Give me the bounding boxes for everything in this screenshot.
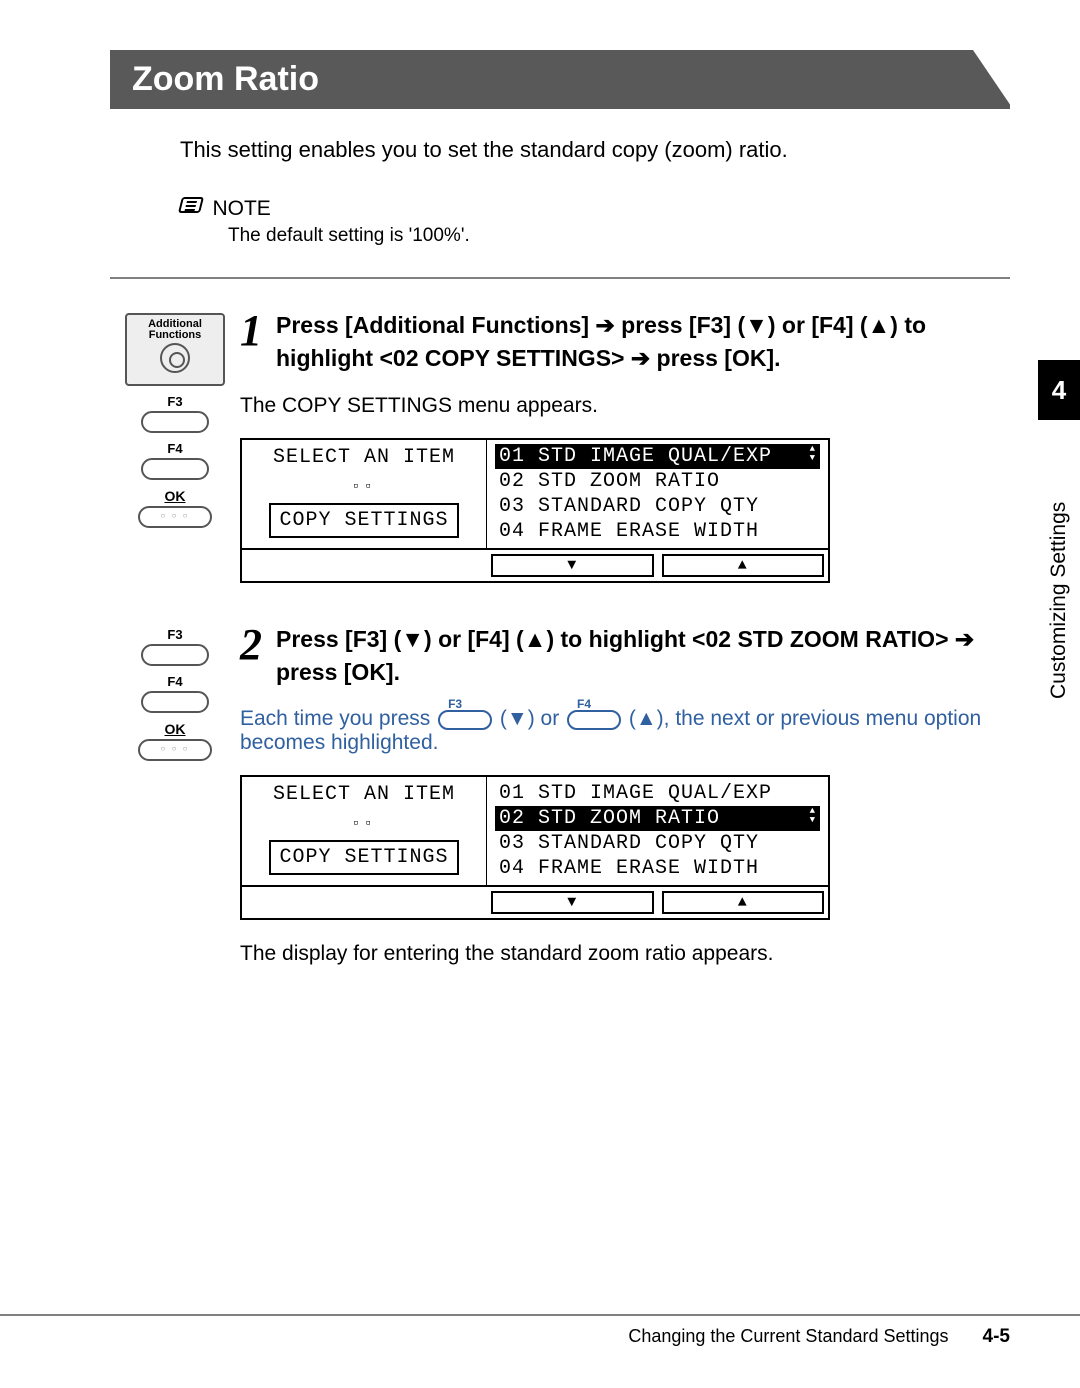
intro-text: This setting enables you to set the stan… <box>180 137 1010 163</box>
lcd-left-box: COPY SETTINGS <box>269 840 458 875</box>
note-text: The default setting is '100%'. <box>228 225 1010 247</box>
lcd-squares: ▫▫ <box>252 816 476 832</box>
step-2-keys: F3 F4 OK <box>110 623 240 761</box>
f3-key: F3 <box>139 627 211 666</box>
footer: Changing the Current Standard Settings 4… <box>0 1314 1080 1348</box>
lcd-down-button: ▼ <box>491 891 654 914</box>
step-1-number: 1 <box>240 309 262 353</box>
f3-inline-icon <box>438 710 492 730</box>
separator <box>110 277 1010 279</box>
step-2-lcd: SELECT AN ITEM ▫▫ COPY SETTINGS 01 STD I… <box>240 775 830 920</box>
lcd-row: 02 STD ZOOM RATIO▲▼ <box>495 806 820 831</box>
ok-key: OK <box>136 721 214 761</box>
lcd-row: 01 STD IMAGE QUAL/EXP▲▼ <box>495 444 820 469</box>
step-2-number: 2 <box>240 623 262 667</box>
lcd-row: 04 FRAME ERASE WIDTH <box>495 519 820 544</box>
lcd-left-title: SELECT AN ITEM <box>252 783 476 806</box>
additional-functions-key: Additional Functions <box>125 313 225 386</box>
lcd-up-button: ▲ <box>662 554 825 577</box>
step-2-after: The display for entering the standard zo… <box>240 942 1010 966</box>
ok-key: OK <box>136 488 214 528</box>
section-title: Zoom Ratio <box>110 50 1010 109</box>
f3-key: F3 <box>139 394 211 433</box>
page-number: 4-5 <box>983 1326 1010 1348</box>
chapter-number: 4 <box>1038 360 1080 420</box>
step-2-heading: Press [F3] (▼) or [F4] (▲) to highlight … <box>276 623 1010 690</box>
f4-key: F4 <box>139 674 211 713</box>
lcd-menu: 01 STD IMAGE QUAL/EXP 02 STD ZOOM RATIO▲… <box>487 777 828 885</box>
lcd-up-button: ▲ <box>662 891 825 914</box>
step-1-keys: Additional Functions F3 F4 OK <box>110 309 240 528</box>
lcd-down-button: ▼ <box>491 554 654 577</box>
lcd-row: 04 FRAME ERASE WIDTH <box>495 856 820 881</box>
side-tab: 4 Customizing Settings <box>1038 360 1080 790</box>
lcd-left-title: SELECT AN ITEM <box>252 446 476 469</box>
note-label: NOTE <box>212 197 270 220</box>
lcd-squares: ▫▫ <box>252 479 476 495</box>
step-2: F3 F4 OK 2 Press [F3] (▼) or [F4] (▲) to… <box>110 623 1010 967</box>
lcd-row: 01 STD IMAGE QUAL/EXP <box>495 781 820 806</box>
footer-text: Changing the Current Standard Settings <box>628 1326 948 1348</box>
step-1-sub: The COPY SETTINGS menu appears. <box>240 394 1010 418</box>
note-icon <box>178 197 204 213</box>
step-1-heading: Press [Additional Functions] ➔ press [F3… <box>276 309 1010 376</box>
step-2-sub: Each time you press (▼) or (▲), the next… <box>240 707 1010 755</box>
f4-key: F4 <box>139 441 211 480</box>
step-1-lcd: SELECT AN ITEM ▫▫ COPY SETTINGS 01 STD I… <box>240 438 830 583</box>
circle-icon <box>160 343 190 373</box>
lcd-menu: 01 STD IMAGE QUAL/EXP▲▼ 02 STD ZOOM RATI… <box>487 440 828 548</box>
lcd-row: 02 STD ZOOM RATIO <box>495 469 820 494</box>
note-block: NOTE The default setting is '100%'. <box>180 197 1010 247</box>
lcd-row: 03 STANDARD COPY QTY <box>495 831 820 856</box>
lcd-left-box: COPY SETTINGS <box>269 503 458 538</box>
step-1: Additional Functions F3 F4 OK 1 Press [A… <box>110 309 1010 583</box>
lcd-row: 03 STANDARD COPY QTY <box>495 494 820 519</box>
f4-inline-icon <box>567 710 621 730</box>
chapter-label: Customizing Settings <box>1038 420 1071 780</box>
